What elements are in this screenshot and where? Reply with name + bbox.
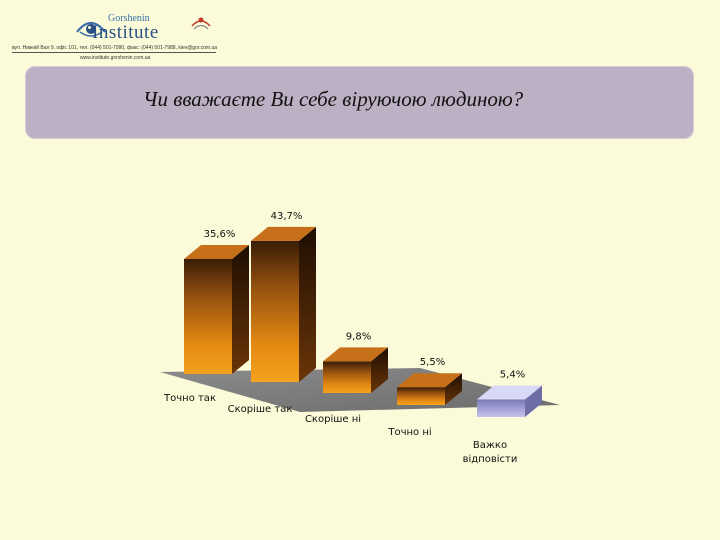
bar-4	[397, 373, 462, 405]
bar-top	[323, 347, 388, 362]
category-label: Важко відповісти	[463, 440, 518, 465]
partner-logo-icon	[191, 17, 211, 30]
chart-title: Чи вважаєте Ви себе віруючою людиною?	[143, 87, 524, 111]
value-label: 5,5%	[420, 357, 445, 368]
logo-big-text: Institute	[92, 22, 159, 43]
bar-top	[251, 226, 316, 241]
bar-front	[397, 387, 445, 405]
bar-side	[445, 373, 462, 405]
bar-3	[323, 347, 388, 393]
bar-1	[184, 245, 249, 374]
bar-top	[184, 245, 249, 260]
bar-side	[299, 226, 316, 382]
bar-top	[397, 373, 462, 388]
bar-side	[525, 385, 542, 417]
bar-front	[251, 240, 299, 382]
title-banner: Чи вважаєте Ви себе віруючою людиною?	[25, 66, 694, 139]
website-link[interactable]: www.institute.gorshenin.com.ua	[80, 55, 151, 61]
header: Gorshenin Institute вул. Нижній Вал 9, о…	[0, 0, 720, 66]
category-label: Скоріше так	[228, 403, 293, 415]
bar-5	[477, 385, 542, 417]
bar-side	[371, 347, 388, 393]
bar-front	[184, 259, 232, 374]
logo-small-text: Gorshenin	[108, 13, 150, 24]
bar-2	[251, 226, 316, 382]
value-label: 43,7%	[271, 211, 303, 222]
bar-side	[232, 245, 249, 374]
bar-front	[323, 361, 371, 393]
category-label: Точно ні	[387, 426, 431, 438]
bar-top	[477, 385, 542, 400]
eye-logo-icon	[76, 21, 106, 37]
address-line: вул. Нижній Вал 9, офіс 101, тел. (044) …	[12, 45, 218, 51]
bar-front	[477, 399, 525, 417]
value-label: 35,6%	[204, 229, 236, 240]
category-label: Точно так	[163, 393, 216, 404]
value-label: 9,8%	[346, 331, 371, 342]
category-label: Скоріше ні	[305, 413, 361, 425]
value-label: 5,4%	[500, 370, 525, 381]
address-divider	[12, 52, 216, 53]
